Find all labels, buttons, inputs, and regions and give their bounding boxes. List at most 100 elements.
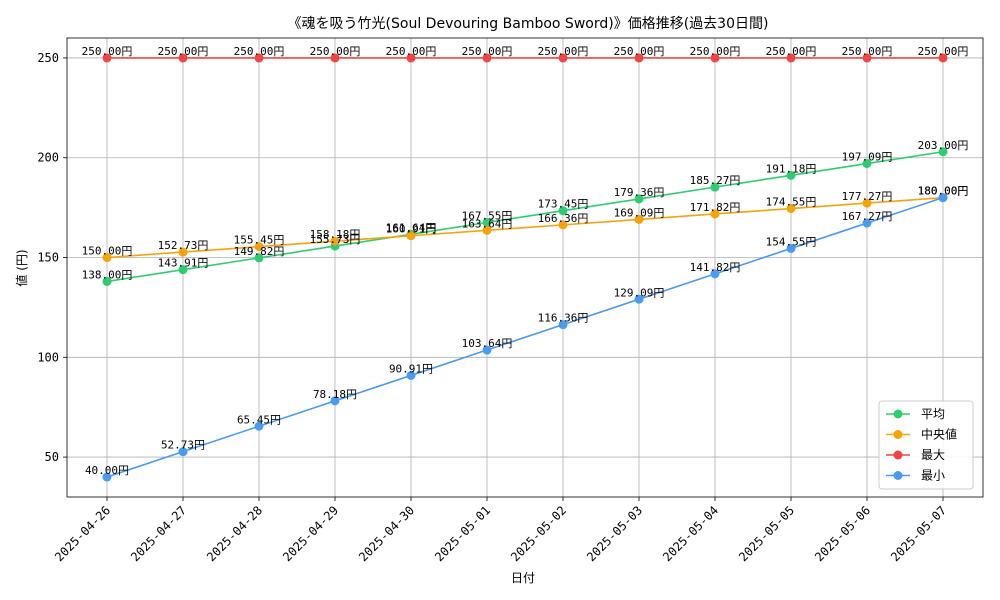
legend-label: 最小 xyxy=(921,469,945,483)
data-label: 78.18円 xyxy=(313,388,357,401)
data-label: 163.64円 xyxy=(462,217,513,230)
data-point xyxy=(330,236,340,246)
data-point xyxy=(178,265,188,275)
data-point xyxy=(862,159,872,169)
data-label: 250.00円 xyxy=(158,45,209,58)
data-point xyxy=(786,170,796,180)
data-label: 185.27円 xyxy=(690,174,741,187)
data-point xyxy=(178,447,188,457)
legend-marker xyxy=(893,471,903,480)
x-tick-label: 2025-05-01 xyxy=(432,503,493,564)
data-point xyxy=(254,242,264,252)
data-point xyxy=(482,217,492,227)
data-point xyxy=(482,53,492,63)
data-label: 167.27円 xyxy=(842,210,893,223)
data-label: 179.36円 xyxy=(614,186,665,199)
series-line xyxy=(106,196,944,259)
data-label: 250.00円 xyxy=(538,45,589,58)
data-label: 138.00円 xyxy=(82,268,133,281)
data-point xyxy=(938,147,948,157)
data-label: 158.18円 xyxy=(310,228,361,241)
data-label: 173.45円 xyxy=(538,198,589,211)
data-point xyxy=(786,53,796,63)
data-label: 65.45円 xyxy=(237,413,281,426)
series-line xyxy=(106,150,944,283)
y-tick-label: 250 xyxy=(37,51,59,65)
data-point xyxy=(102,472,112,482)
x-tick-label: 2025-05-06 xyxy=(812,503,873,564)
x-tick-label: 2025-05-07 xyxy=(888,503,949,564)
y-tick-label: 150 xyxy=(37,251,59,265)
x-tick-label: 2025-04-30 xyxy=(356,503,417,564)
data-label: 177.27円 xyxy=(842,190,893,203)
legend-label: 中央値 xyxy=(921,427,957,442)
x-tick-label: 2025-05-05 xyxy=(736,503,797,564)
legend-box xyxy=(878,400,974,490)
data-label: 141.82円 xyxy=(690,261,741,274)
data-point xyxy=(710,182,720,192)
x-tick-label: 2025-04-27 xyxy=(128,503,189,564)
data-point xyxy=(178,53,188,63)
data-label: 250.00円 xyxy=(310,45,361,58)
data-point xyxy=(406,370,416,380)
legend-label: 平均 xyxy=(921,407,945,421)
data-label: 191.18円 xyxy=(766,162,817,175)
data-point xyxy=(862,198,872,208)
legend-marker xyxy=(893,450,903,460)
data-point xyxy=(558,320,568,330)
data-label: 169.09円 xyxy=(614,206,665,219)
data-point xyxy=(254,53,264,63)
data-label: 250.00円 xyxy=(462,45,513,58)
data-point xyxy=(406,231,416,241)
y-axis-label: 値 (円) xyxy=(14,249,29,286)
data-label: 161.64円 xyxy=(386,221,437,234)
x-tick-label: 2025-05-04 xyxy=(660,503,721,564)
y-tick-label: 50 xyxy=(45,450,59,464)
data-label: 160.91円 xyxy=(386,223,437,236)
data-point xyxy=(710,209,720,219)
data-point xyxy=(634,194,644,204)
data-point xyxy=(634,294,644,304)
data-label: 250.00円 xyxy=(690,45,741,58)
data-label: 52.73円 xyxy=(161,439,205,452)
series-group xyxy=(102,53,948,482)
data-point xyxy=(786,204,796,214)
data-point xyxy=(862,218,872,228)
data-point xyxy=(634,214,644,224)
data-point xyxy=(710,53,720,63)
data-label: 150.00円 xyxy=(82,245,133,258)
data-label: 250.00円 xyxy=(82,45,133,58)
data-label: 116.36円 xyxy=(538,312,589,325)
data-point xyxy=(558,53,568,63)
data-label: 250.00円 xyxy=(234,45,285,58)
data-point xyxy=(102,253,112,263)
x-tick-label: 2025-04-29 xyxy=(280,503,341,564)
data-point xyxy=(710,269,720,279)
data-point xyxy=(482,225,492,235)
y-tick-label: 200 xyxy=(37,151,59,165)
data-label: 250.00円 xyxy=(842,45,893,58)
data-point xyxy=(558,206,568,216)
plot-frame xyxy=(66,37,984,498)
data-labels: 138.00円 143.91円 149.82円 155.73円 161.64円 167.5… xyxy=(82,45,969,477)
data-label: 174.55円 xyxy=(766,196,817,209)
data-label: 143.91円 xyxy=(158,257,209,270)
data-label: 250.00円 xyxy=(918,45,969,58)
data-label: 155.73円 xyxy=(310,233,361,246)
x-tick-label: 2025-05-02 xyxy=(508,503,569,564)
data-label: 149.82円 xyxy=(234,245,285,258)
data-point xyxy=(938,53,948,63)
data-point xyxy=(938,193,948,203)
data-label: 180.00円 xyxy=(918,185,969,198)
data-point xyxy=(102,53,112,63)
x-tick-label: 2025-04-26 xyxy=(52,503,113,564)
data-label: 250.00円 xyxy=(766,45,817,58)
data-label: 167.55円 xyxy=(462,209,513,222)
data-label: 90.91円 xyxy=(389,362,433,375)
series-line xyxy=(106,196,944,478)
data-point xyxy=(330,396,340,406)
data-label: 152.73円 xyxy=(158,239,209,252)
